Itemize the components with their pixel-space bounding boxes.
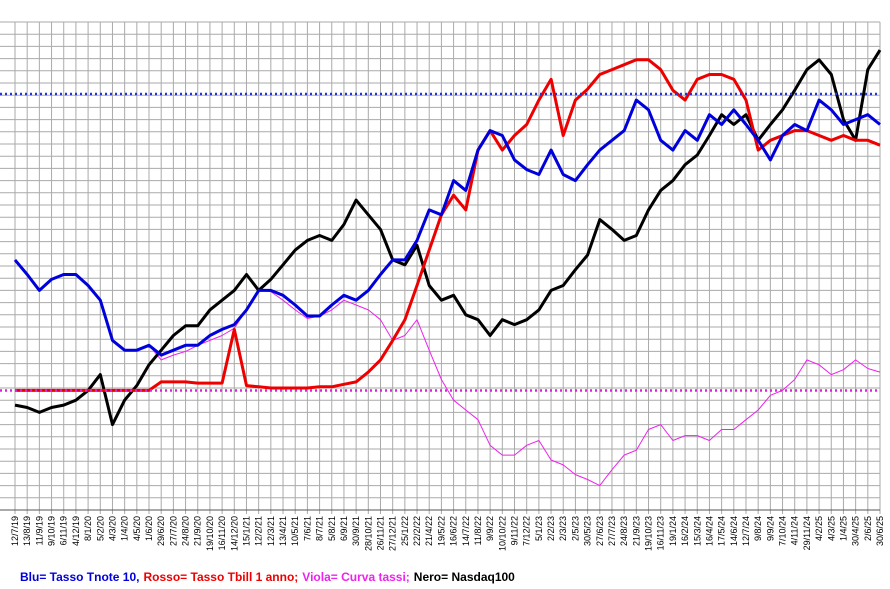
x-tick-label: 25/1/22 xyxy=(400,516,410,546)
x-tick-label: 9/11/22 xyxy=(510,516,520,545)
x-tick-label: 21/9/20 xyxy=(193,516,203,546)
x-tick-label: 4/3/25 xyxy=(826,516,836,541)
x-tick-label: 2/3/23 xyxy=(558,516,568,541)
x-tick-label: 30/6/25 xyxy=(875,516,885,546)
x-tick-label: 16/4/24 xyxy=(704,516,714,546)
x-tick-label: 16/11/20 xyxy=(217,516,227,550)
x-tick-label: 12/7/19 xyxy=(10,516,20,546)
x-tick-label: 15/3/24 xyxy=(692,516,702,546)
x-tick-label: 4/3/20 xyxy=(107,516,117,541)
x-tick-label: 15/1/21 xyxy=(241,516,251,546)
x-tick-label: 14/6/24 xyxy=(729,516,739,546)
x-tick-label: 27/7/20 xyxy=(168,516,178,546)
x-tick-label: 27/12/21 xyxy=(388,516,398,551)
x-tick-label: 21/9/23 xyxy=(631,516,641,546)
x-tick-label: 1/4/20 xyxy=(120,516,130,541)
x-tick-label: 12/2/21 xyxy=(254,516,264,546)
x-tick-label: 16/11/23 xyxy=(656,516,666,550)
legend-entry: Nero= Nasdaq100 xyxy=(414,570,515,584)
x-tick-label: 7/6/21 xyxy=(302,516,312,541)
x-tick-label: 2/2/23 xyxy=(546,516,556,541)
legend: Blu= Tasso Tnote 10, Rosso= Tasso Tbill 1… xyxy=(20,570,515,584)
series-line xyxy=(15,58,881,392)
x-tick-label: 2/5/23 xyxy=(570,516,580,541)
x-tick-label: 5/2/20 xyxy=(95,516,105,541)
x-tick-label: 11/9/19 xyxy=(34,516,44,545)
x-tick-label: 17/5/24 xyxy=(717,516,727,546)
x-tick-label: 1/4/25 xyxy=(838,516,848,541)
x-tick-label: 7/12/22 xyxy=(522,516,532,546)
x-tick-label: 2/6/25 xyxy=(863,516,873,541)
x-tick-label: 22/2/22 xyxy=(412,516,422,546)
x-tick-label: 12/7/24 xyxy=(741,516,751,546)
x-tick-label: 4/11/24 xyxy=(790,516,800,545)
x-tick-label: 13/8/19 xyxy=(22,516,32,546)
legend-entry: Rosso= Tasso Tbill 1 anno; xyxy=(143,570,298,584)
x-tick-label: 7/10/24 xyxy=(778,516,788,546)
x-tick-label: 30/5/23 xyxy=(583,516,593,546)
x-tick-label: 4/5/20 xyxy=(132,516,142,541)
legend-entry: Viola= Curva tassi; xyxy=(302,570,410,584)
x-tick-label: 1/6/20 xyxy=(144,516,154,541)
x-tick-label: 6/9/21 xyxy=(339,516,349,541)
x-tick-label: 8/7/21 xyxy=(315,516,325,541)
x-tick-label: 12/3/21 xyxy=(266,516,276,546)
x-tick-label: 28/10/21 xyxy=(363,516,373,551)
x-tick-label: 9/9/22 xyxy=(485,516,495,541)
x-tick-label: 19/1/24 xyxy=(668,516,678,546)
x-tick-label: 27/7/23 xyxy=(607,516,617,546)
x-tick-label: 4/12/19 xyxy=(71,516,81,546)
series-line xyxy=(13,98,881,357)
x-tick-label: 10/10/22 xyxy=(497,516,507,551)
x-tick-label: 19/10/23 xyxy=(644,516,654,551)
x-tick-label: 30/4/25 xyxy=(851,516,861,546)
x-tick-label: 13/4/21 xyxy=(278,516,288,546)
x-tick-label: 14/12/20 xyxy=(229,516,239,551)
x-tick-label: 5/1/23 xyxy=(534,516,544,541)
x-tick-label: 10/5/21 xyxy=(290,516,300,546)
x-tick-label: 30/9/21 xyxy=(351,516,361,546)
x-tick-label: 19/5/22 xyxy=(436,516,446,546)
x-tick-label: 9/8/24 xyxy=(753,516,763,541)
x-tick-label: 16/6/22 xyxy=(449,516,459,546)
x-tick-label: 4/2/25 xyxy=(814,516,824,541)
x-tick-label: 29/6/20 xyxy=(156,516,166,546)
x-tick-label: 9/9/24 xyxy=(765,516,775,541)
x-tick-label: 14/7/22 xyxy=(461,516,471,546)
x-tick-label: 26/11/21 xyxy=(375,516,385,550)
x-tick-label: 19/10/20 xyxy=(205,516,215,551)
x-tick-label: 11/8/22 xyxy=(473,516,483,545)
x-tick-label: 5/8/21 xyxy=(327,516,337,541)
x-tick-label: 27/6/23 xyxy=(595,516,605,546)
x-tick-label: 29/11/24 xyxy=(802,516,812,550)
x-tick-label: 9/10/19 xyxy=(47,516,57,546)
x-tick-label: 24/8/20 xyxy=(181,516,191,546)
x-tick-label: 21/4/22 xyxy=(424,516,434,546)
x-tick-label: 24/8/23 xyxy=(619,516,629,546)
legend-entry: Blu= Tasso Tnote 10, xyxy=(20,570,139,584)
series-line xyxy=(14,259,881,487)
x-tick-label: 16/2/24 xyxy=(680,516,690,546)
x-tick-label: 8/1/20 xyxy=(83,516,93,541)
x-tick-label: 6/11/19 xyxy=(59,516,69,545)
